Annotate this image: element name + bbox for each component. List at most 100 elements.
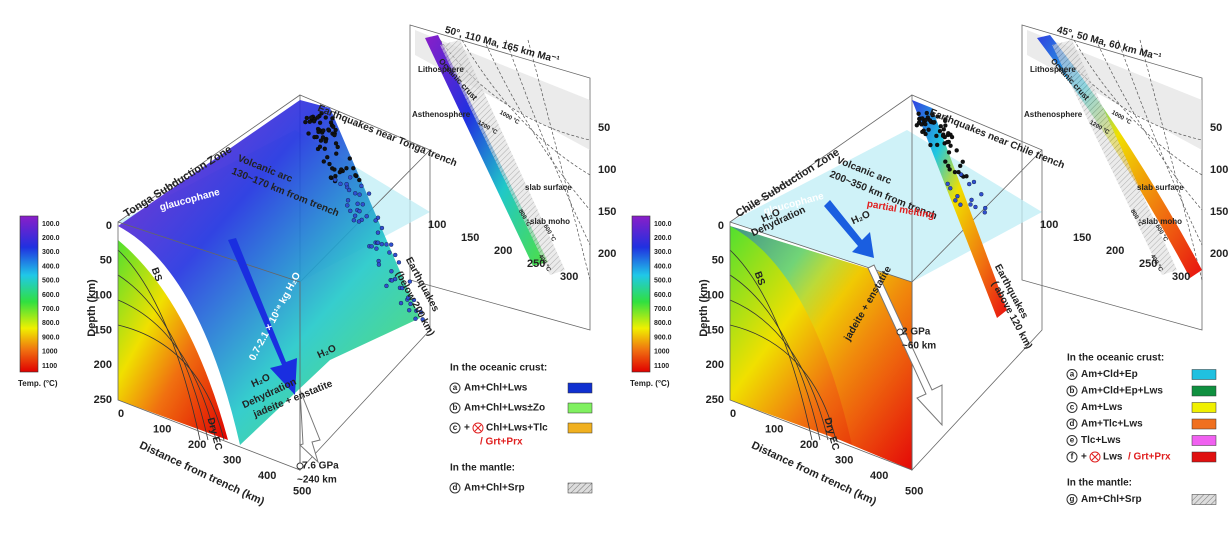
earthquake xyxy=(323,115,328,120)
distance-tick: 100 xyxy=(765,423,783,435)
inset-distance-tick: 100 xyxy=(1040,219,1058,231)
legend-text: Am+Chl+Srp xyxy=(1081,494,1142,505)
inset-depth-tick: 100 xyxy=(1210,164,1228,176)
legend-marker-text: d xyxy=(453,483,458,492)
legend-marker xyxy=(1066,418,1078,430)
distance-tick: 200 xyxy=(800,439,818,451)
earthquake xyxy=(920,129,925,135)
colorbar-tick: 800.0 xyxy=(42,320,60,327)
legend-text: Am+Cld+Ep xyxy=(1081,369,1138,380)
earthquake xyxy=(935,142,940,148)
legend-text: Chl+Lws+Tlc xyxy=(486,423,548,434)
earthquake xyxy=(920,116,925,121)
earthquake xyxy=(366,191,372,196)
legend-marker-text: f xyxy=(1071,452,1074,461)
legend-swatch xyxy=(1191,385,1217,397)
colorbar-tick: 200.0 xyxy=(654,235,672,242)
isotherm xyxy=(117,274,209,441)
earthquake xyxy=(389,269,394,274)
legend-text: Am+Lws xyxy=(1081,402,1123,413)
inset-depth-tick: 50 xyxy=(1210,122,1222,134)
legend-marker-text: a xyxy=(1070,370,1075,379)
legend-marker-text: e xyxy=(1070,436,1075,445)
down-arrow xyxy=(867,264,943,427)
earthquake xyxy=(387,250,392,255)
earthquake xyxy=(934,133,939,139)
isotherm xyxy=(729,299,829,441)
earthquake xyxy=(406,295,411,300)
colorbar-tick: 100.0 xyxy=(654,221,672,228)
legend-prefix: + xyxy=(464,423,470,434)
earthquake xyxy=(408,301,413,307)
h2o-arrow xyxy=(228,238,297,395)
distance-tick: 0 xyxy=(118,408,124,420)
colorbar-label: Temp. (°C) xyxy=(630,379,670,388)
depth-tick: 0 xyxy=(718,220,724,232)
arc-plane xyxy=(730,130,1042,282)
earthquake xyxy=(320,135,326,140)
legend-heading: In the mantle: xyxy=(450,463,515,474)
isotherm xyxy=(461,39,591,176)
colorbar-tick: 1100 xyxy=(42,363,57,370)
earthquake xyxy=(945,181,950,187)
inset-depth-tick: 200 xyxy=(598,248,616,260)
earthquake xyxy=(357,209,362,214)
legend-heading: In the oceanic crust: xyxy=(1067,353,1164,364)
colorbar-tick: 900.0 xyxy=(42,334,60,341)
earthquake xyxy=(960,159,965,164)
earthquake xyxy=(364,214,369,219)
colorbar-tick: 300.0 xyxy=(654,249,672,256)
earthquake xyxy=(971,179,977,185)
earthquake xyxy=(930,112,935,118)
colorbar-tick: 1100 xyxy=(654,363,669,370)
earthquake xyxy=(322,146,327,151)
earthquake xyxy=(328,175,333,180)
isotherm xyxy=(1139,39,1203,281)
earthquake xyxy=(400,285,405,291)
distance-tick: 0 xyxy=(730,408,736,420)
legend-marker-text: g xyxy=(1070,495,1075,504)
earthquake xyxy=(407,308,412,313)
earthquake xyxy=(314,134,319,140)
h2o-arrow xyxy=(824,200,874,258)
earthquake xyxy=(384,242,389,247)
legend-marker xyxy=(449,482,461,494)
legend-text: Am+Chl+Lws±Zo xyxy=(464,403,545,414)
earthquake xyxy=(379,225,385,231)
legend-marker-text: c xyxy=(1070,403,1075,412)
earthquake xyxy=(359,183,364,189)
slab-back xyxy=(912,100,1007,318)
axis-label: Depth (km) xyxy=(86,279,98,337)
earthquake xyxy=(334,151,339,156)
legend-marker xyxy=(449,382,461,394)
colorbar xyxy=(19,215,39,373)
legend-marker xyxy=(449,422,461,434)
earthquake xyxy=(973,204,978,210)
earthquake xyxy=(948,143,953,148)
earthquake xyxy=(333,173,338,179)
legend-marker-text: a xyxy=(453,383,458,392)
depth-tick: 200 xyxy=(94,359,112,371)
inset-label: slab moho xyxy=(530,217,570,226)
annotation: BS xyxy=(752,270,767,287)
inset-distance-tick: 250 xyxy=(527,258,545,270)
earthquake xyxy=(968,202,973,207)
down-arrow xyxy=(299,389,321,464)
colorbar-tick: 700.0 xyxy=(654,306,672,313)
earthquake xyxy=(937,128,943,134)
earthquake xyxy=(923,122,928,127)
earthquake xyxy=(321,128,326,133)
earthquake xyxy=(407,279,412,284)
earthquake xyxy=(376,258,381,264)
earthquake xyxy=(982,210,987,215)
annotation: BS xyxy=(149,266,164,283)
inset-label: slab surface xyxy=(1137,183,1184,192)
earthquake xyxy=(418,310,424,315)
inset-depth-tick: 200 xyxy=(1210,248,1228,260)
colorbar-tick: 700.0 xyxy=(42,306,60,313)
earthquake xyxy=(374,246,379,251)
earthquake xyxy=(942,118,948,123)
axis-label: Depth (km) xyxy=(698,279,710,337)
earthquake xyxy=(327,161,332,167)
